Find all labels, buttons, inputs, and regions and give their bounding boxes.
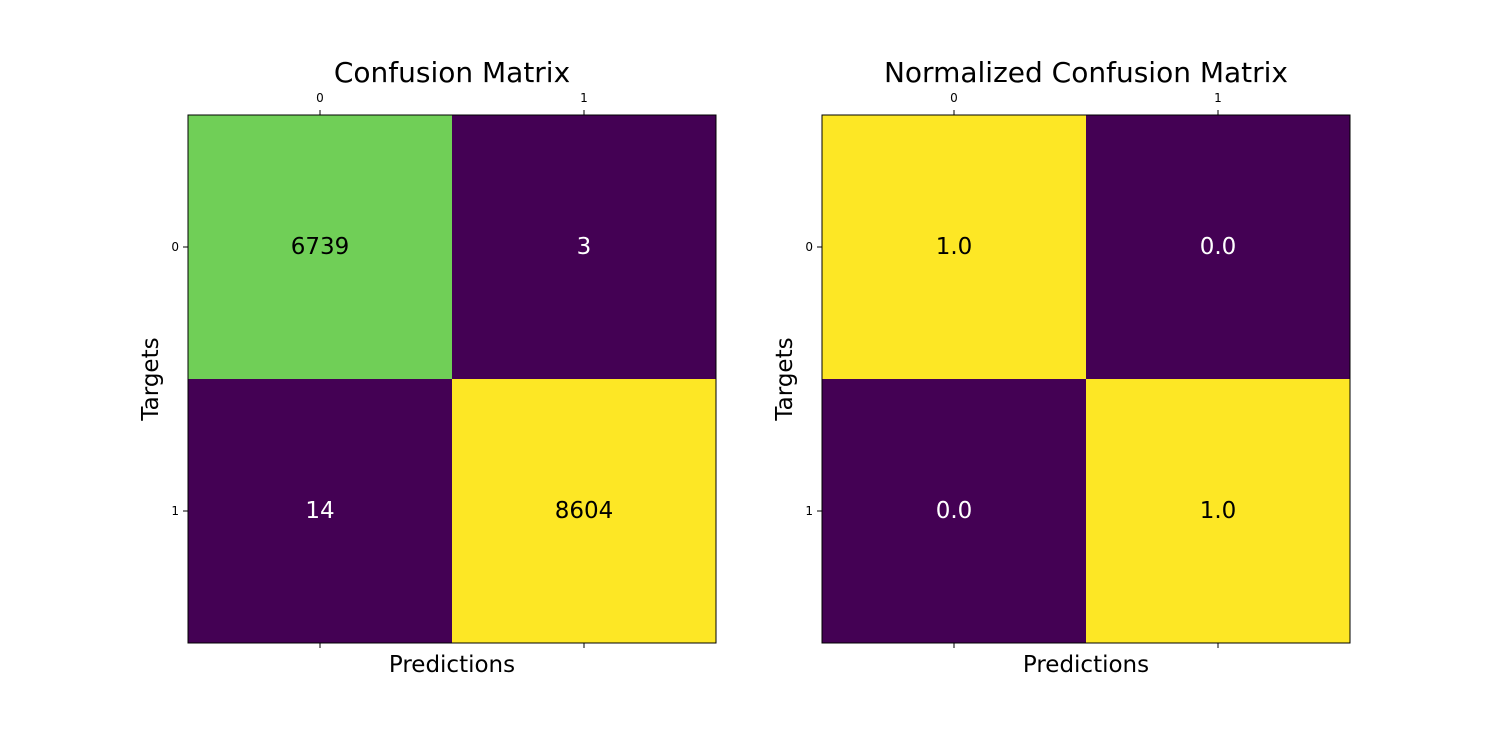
y-tick-label: 0 (171, 240, 179, 254)
y-axis-label: Targets (138, 337, 164, 421)
heatmap-cell (822, 115, 1086, 379)
normalized-confusion-matrix-chart: Normalized Confusion Matrix 1.0 0.00.0 1.0… (772, 56, 1351, 678)
heatmap-cell (452, 115, 716, 379)
heatmap-cells: 1.0 0.0 0.0 1.0 (822, 115, 1350, 643)
x-tick-label: 0 (316, 91, 324, 105)
chart-title: Normalized Confusion Matrix (884, 56, 1288, 89)
x-tick-label: 1 (580, 91, 588, 105)
cell-value-label: 8604 (555, 498, 614, 524)
cell-value-label: 0.0 (936, 498, 973, 524)
heatmap-cell (188, 379, 452, 643)
cell-value-label: 0.0 (1200, 234, 1237, 260)
heatmap-cell (188, 115, 452, 379)
y-axis-label: Targets (772, 337, 798, 421)
x-axis-label: Predictions (1023, 652, 1149, 678)
cell-value-label: 1.0 (936, 234, 973, 260)
heatmap-cell (1086, 115, 1350, 379)
cell-value-label: 3 (577, 234, 592, 260)
cell-value-label: 14 (305, 498, 334, 524)
x-tick-label: 0 (950, 91, 958, 105)
x-tick-label: 1 (1214, 91, 1222, 105)
plot-frame (187, 114, 717, 644)
confusion-matrix-chart: Confusion Matrix 6739 3 14 8604 0 1 0 1 Predic… (138, 56, 717, 678)
x-axis-label: Predictions (389, 652, 515, 678)
heatmap-cell (1086, 379, 1350, 643)
chart-title: Confusion Matrix (334, 56, 570, 89)
y-tick-label: 1 (805, 504, 813, 518)
y-tick-label: 0 (805, 240, 813, 254)
axis-ticks: 0 1 0 1 (171, 91, 588, 648)
y-tick-label: 1 (171, 504, 179, 518)
heatmap-cell (452, 379, 716, 643)
cell-value-label: 1.0 (1200, 498, 1237, 524)
cell-value-label: 6739 (291, 234, 350, 260)
axis-ticks: 0 1 0 1 (805, 91, 1222, 648)
plot-frame (821, 114, 1351, 644)
heatmap-cells: 6739 3 14 8604 (188, 115, 716, 643)
heatmap-cell (822, 379, 1086, 643)
